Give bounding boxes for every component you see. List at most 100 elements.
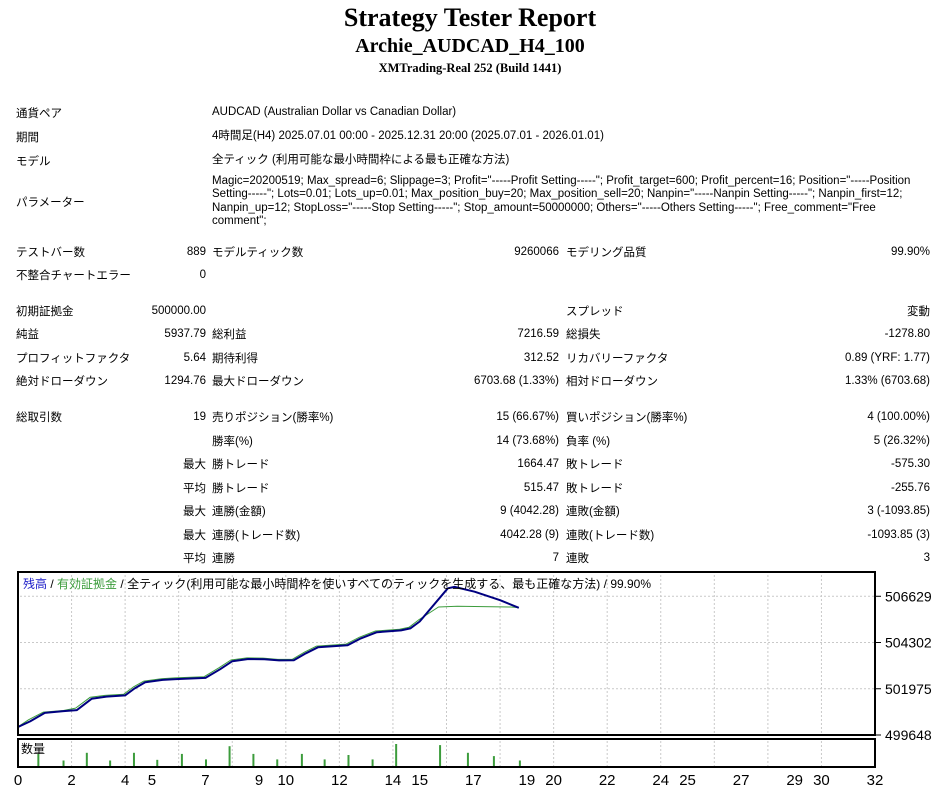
stat-value: 0 — [199, 269, 206, 282]
stat-value: 5.64 — [183, 351, 206, 364]
svg-text:24: 24 — [652, 772, 669, 789]
svg-text:30: 30 — [813, 772, 830, 789]
stat-value: 4042.28 (9) — [500, 528, 559, 541]
stats-row: 最大 勝トレード 1664.47 敗トレード -575.30 — [0, 452, 940, 476]
svg-text:12: 12 — [331, 772, 348, 789]
stat-value: 889 — [186, 245, 206, 258]
stat-value: 15 (66.67%) — [496, 411, 559, 423]
stats-row: 初期証拠金 500000.00 スプレッド 変動 — [0, 299, 940, 323]
volume-label: 数量 — [21, 742, 46, 756]
stat-value: 99.90% — [890, 245, 930, 258]
stat-value: -1278.80 — [884, 328, 930, 340]
stat-value: 変動 — [907, 305, 930, 318]
stat-label: 勝トレード — [212, 459, 270, 471]
stat-label: 純益 — [16, 329, 39, 341]
page-title: Strategy Tester Report — [343, 3, 597, 32]
svg-text:499648: 499648 — [885, 727, 932, 743]
svg-text:14: 14 — [385, 772, 402, 789]
stat-value: 6703.68 (1.33%) — [473, 375, 559, 387]
svg-text:4: 4 — [121, 772, 129, 789]
stat-value: 3 (-1093.85) — [867, 505, 930, 517]
stat-value: 5 (26.32%) — [873, 434, 930, 447]
stat-label: 負率 (%) — [566, 435, 611, 448]
stat-label: リカバリーファクタ — [566, 352, 669, 365]
stat-value: 平均 — [183, 553, 206, 565]
stat-label: 連敗(金額) — [566, 506, 620, 518]
svg-text:5: 5 — [148, 772, 156, 789]
svg-text:9: 9 — [255, 772, 263, 789]
legend-equity-label: 有効証拠金 — [57, 577, 118, 591]
stat-label: 期待利得 — [212, 352, 258, 365]
stats-row: テストバー数 889 モデルティック数 9260066 モデリング品質 99.9… — [0, 240, 940, 264]
svg-text:27: 27 — [733, 772, 750, 789]
stat-value: 3 — [923, 552, 930, 564]
legend-separator: / — [600, 577, 611, 591]
stat-value: 500000.00 — [151, 304, 206, 317]
stat-value: 最大 — [183, 459, 206, 471]
stat-label: 連勝(金額) — [212, 506, 266, 518]
stat-value: 312.52 — [523, 351, 559, 364]
svg-text:501975: 501975 — [885, 681, 932, 697]
info-label: パラメーター — [16, 196, 85, 209]
stats-row: 平均 勝トレード 515.47 敗トレード -255.76 — [0, 476, 940, 500]
stat-label: 連勝 — [212, 553, 235, 565]
stat-value: 5937.79 — [164, 328, 206, 340]
info-row-symbol: 通貨ペア AUDCAD (Australian Dollar vs Canadi… — [0, 101, 940, 125]
svg-text:10: 10 — [277, 772, 294, 789]
stat-label: 不整合チャートエラー — [16, 270, 131, 283]
stat-label: 最大ドローダウン — [212, 376, 304, 388]
stat-value: 7216.59 — [517, 328, 559, 340]
stats-row: 純益 5937.79 総利益 7216.59 総損失 -1278.80 — [0, 322, 940, 346]
stat-label: スプレッド — [566, 305, 624, 318]
svg-text:2: 2 — [67, 772, 75, 789]
svg-text:0: 0 — [14, 772, 22, 789]
stat-value: 最大 — [183, 529, 206, 542]
svg-text:19: 19 — [519, 772, 536, 789]
stat-label: 売りポジション(勝率%) — [212, 412, 334, 424]
server-build-info: XMTrading-Real 252 (Build 1441) — [378, 61, 562, 75]
stat-label: テストバー数 — [16, 246, 85, 259]
info-row-parameters: パラメーター Magic=20200519; Max_spread=6; Sli… — [0, 173, 940, 230]
svg-text:32: 32 — [867, 772, 884, 789]
stat-label: 買いポジション(勝率%) — [566, 412, 688, 424]
stat-label: 勝率(%) — [212, 435, 253, 448]
stat-value: 4 (100.00%) — [867, 411, 930, 423]
svg-text:7: 7 — [201, 772, 209, 789]
stat-value: 7 — [552, 552, 559, 564]
stats-row: プロフィットファクタ 5.64 期待利得 312.52 リカバリーファクタ 0.… — [0, 346, 940, 370]
stat-value: 1.33% (6703.68) — [844, 375, 930, 387]
svg-text:504302: 504302 — [885, 635, 932, 651]
stat-value: 515.47 — [523, 481, 559, 494]
info-row-period: 期間 4時間足(H4) 2025.07.01 00:00 - 2025.12.3… — [0, 125, 940, 149]
stat-label: プロフィットファクタ — [16, 352, 131, 365]
stat-label: 勝トレード — [212, 482, 270, 495]
stats-row: 絶対ドローダウン 1294.76 最大ドローダウン 6703.68 (1.33%… — [0, 369, 940, 393]
stat-value: 最大 — [183, 506, 206, 518]
stat-value: -1093.85 (3) — [867, 528, 930, 541]
stat-value: 平均 — [183, 482, 206, 495]
info-value: 全ティック (利用可能な最小時間枠による最も正確な方法) — [212, 154, 510, 167]
stat-label: 初期証拠金 — [16, 305, 74, 318]
stats-row: 総取引数 19 売りポジション(勝率%) 15 (66.67%) 買いポジション… — [0, 405, 940, 429]
svg-text:22: 22 — [599, 772, 616, 789]
stat-label: 総取引数 — [16, 412, 62, 424]
stat-label: 絶対ドローダウン — [16, 376, 108, 388]
stat-label: 総損失 — [566, 329, 601, 341]
chart-legend: 残高 / 有効証拠金 / 全ティック(利用可能な最小時間枠を使いすべてのティック… — [23, 575, 651, 592]
stat-label: モデリング品質 — [566, 246, 647, 259]
stat-value: 1294.76 — [164, 375, 206, 387]
legend-quality-value: 99.90% — [610, 577, 652, 591]
info-label: モデル — [16, 156, 51, 168]
info-row-model: モデル 全ティック (利用可能な最小時間枠による最も正確な方法) — [0, 149, 940, 173]
info-label: 期間 — [16, 132, 39, 144]
stat-value: -575.30 — [890, 458, 930, 470]
stat-value: 14 (73.68%) — [496, 434, 559, 447]
stat-value: 1664.47 — [517, 458, 559, 470]
stats-table: 通貨ペア AUDCAD (Australian Dollar vs Canadi… — [0, 101, 940, 570]
stat-value: -255.76 — [890, 481, 930, 494]
stat-label: 相対ドローダウン — [566, 376, 658, 388]
stat-label: 連敗(トレード数) — [566, 529, 655, 542]
svg-text:29: 29 — [786, 772, 803, 789]
stat-label: 敗トレード — [566, 459, 624, 471]
